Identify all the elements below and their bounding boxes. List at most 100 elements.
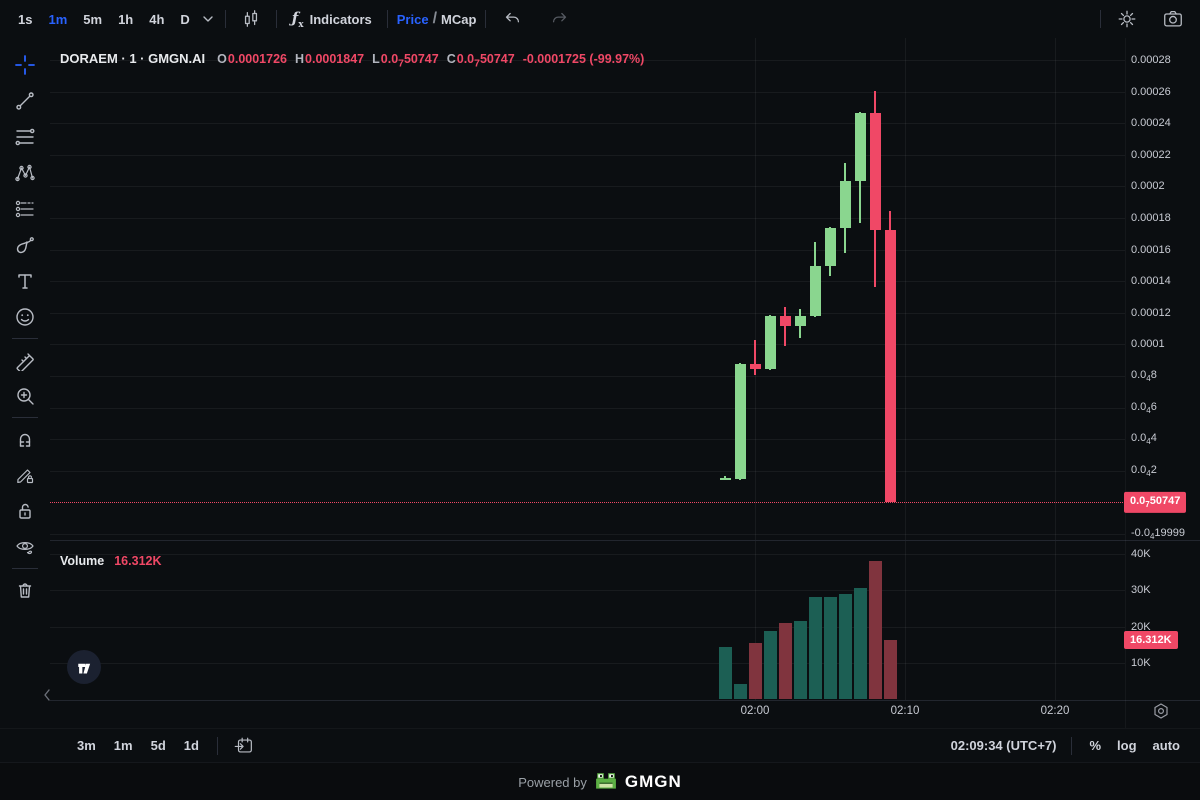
- price-axis-label: 0.00018: [1131, 212, 1171, 224]
- toolbar-divider: [216, 736, 218, 755]
- hide-drawings-tool[interactable]: [7, 529, 43, 565]
- brush-icon: [16, 237, 34, 254]
- fib-retracement-tool[interactable]: [7, 119, 43, 155]
- emoji-icon: [16, 308, 34, 326]
- brush-tool[interactable]: [7, 227, 43, 263]
- volume-axis-label: 30K: [1131, 584, 1151, 597]
- position-tool-icon: [15, 200, 34, 218]
- price-axis-label: 0.0002: [1131, 180, 1165, 193]
- magnet-tool[interactable]: [7, 421, 43, 457]
- chart-style-button[interactable]: [235, 5, 267, 33]
- measure-tool[interactable]: [7, 342, 43, 378]
- pane-separator[interactable]: [50, 540, 1200, 541]
- volume-axis-label: 10K: [1131, 656, 1151, 669]
- hexagon-settings-icon: [1154, 703, 1168, 719]
- timeframe-group: 1s 1m 5m 1h 4h D: [10, 8, 198, 31]
- price-mcap-slash: /: [432, 10, 438, 27]
- chevron-left-icon: [44, 689, 50, 701]
- text-tool[interactable]: [7, 263, 43, 299]
- powered-by-label: Powered by: [518, 774, 587, 790]
- clock-timezone-button[interactable]: 02:09:34 (UTC+7): [945, 734, 1063, 757]
- settings-button[interactable]: [1110, 4, 1144, 34]
- timeframe-1h[interactable]: 1h: [110, 8, 141, 31]
- position-tool[interactable]: [7, 191, 43, 227]
- close-label: C: [446, 52, 456, 66]
- fx-icon: ƒx: [291, 8, 304, 30]
- current-price-badge: 0.0750747: [1124, 492, 1187, 513]
- toolbar-divider: [485, 10, 487, 28]
- toolbar-divider: [12, 417, 38, 418]
- toolbar-divider: [275, 10, 277, 28]
- emoji-tool[interactable]: [7, 299, 43, 335]
- price-axis-label: 0.00016: [1131, 243, 1171, 256]
- drawing-mode-lock-tool[interactable]: [7, 457, 43, 493]
- mcap-toggle-button[interactable]: MCap: [441, 11, 477, 27]
- symbol-legend: DORAEM · 1 · GMGN.AI O 0.0001726 H 0.00018…: [60, 51, 644, 70]
- log-scale-button[interactable]: log: [1109, 734, 1145, 757]
- crosshair-tool[interactable]: [7, 47, 43, 83]
- ruler-icon: [16, 353, 34, 371]
- volume-legend: Volume 16.312K: [60, 554, 162, 568]
- open-label: O: [217, 52, 227, 66]
- percent-scale-button[interactable]: %: [1081, 734, 1109, 757]
- brand-footer: Powered by GMGN: [0, 762, 1200, 800]
- zoom-in-tool[interactable]: [7, 378, 43, 414]
- range-group: 3m 1m 5d 1d: [68, 734, 208, 757]
- volume-label: Volume: [60, 554, 105, 568]
- trend-line-tool[interactable]: [7, 83, 43, 119]
- time-axis-label: 02:20: [1040, 705, 1070, 717]
- toolbar-divider: [12, 338, 38, 339]
- range-5d[interactable]: 5d: [142, 734, 175, 757]
- price-toggle-button[interactable]: Price: [396, 11, 429, 27]
- range-1m[interactable]: 1m: [105, 734, 142, 757]
- price-axis-label: 0.00012: [1131, 306, 1171, 319]
- auto-scale-button[interactable]: auto: [1145, 734, 1188, 757]
- indicators-label: Indicators: [309, 11, 372, 27]
- chart-bottom-toolbar: 3m 1m 5d 1d 02:09:34 (UTC+7) % log auto: [0, 728, 1200, 762]
- price-axis-border: [1125, 38, 1126, 728]
- remove-drawings-tool[interactable]: [7, 572, 43, 608]
- price-axis-label: 0.044: [1131, 432, 1157, 447]
- lock-icon: [19, 503, 31, 519]
- indicators-button[interactable]: ƒx Indicators: [286, 5, 378, 34]
- range-1d[interactable]: 1d: [175, 734, 208, 757]
- price-axis-label: 0.048: [1131, 368, 1157, 384]
- price-axis-label: 0.00024: [1131, 117, 1171, 130]
- screenshot-button[interactable]: [1156, 4, 1190, 34]
- timeframe-1s[interactable]: 1s: [10, 8, 40, 31]
- price-axis-label: 0.046: [1131, 400, 1157, 415]
- redo-button[interactable]: [543, 4, 577, 34]
- axis-settings-button[interactable]: [1150, 701, 1172, 723]
- tv-mark-icon: [78, 663, 91, 674]
- price-mcap-toggle: Price / MCap: [397, 10, 477, 28]
- collapse-toolbar-button[interactable]: [42, 684, 58, 706]
- range-3m[interactable]: 3m: [68, 734, 105, 757]
- calendar-icon: [234, 737, 252, 753]
- gmgn-brand-link[interactable]: GMGN: [624, 772, 682, 791]
- magnet-icon: [19, 433, 31, 447]
- tradingview-logo[interactable]: [67, 650, 101, 684]
- timeframe-1m[interactable]: 1m: [40, 8, 75, 31]
- chevron-down-icon: [203, 16, 213, 22]
- timeframe-dropdown-button[interactable]: [200, 11, 216, 27]
- zoom-in-icon: [17, 388, 34, 405]
- goto-date-button[interactable]: [227, 731, 261, 761]
- low-value: 0.0750747: [380, 52, 439, 70]
- timeframe-4h[interactable]: 4h: [141, 8, 172, 31]
- price-axis-label: 0.00026: [1131, 85, 1171, 98]
- undo-button[interactable]: [495, 4, 529, 34]
- high-value: 0.0001847: [305, 52, 365, 66]
- volume-axis-label: 20K: [1131, 620, 1151, 633]
- xabcd-pattern-tool[interactable]: [7, 155, 43, 191]
- price-axis-label: 0.0001: [1131, 338, 1165, 351]
- timeframe-D[interactable]: D: [172, 8, 197, 31]
- lock-all-tool[interactable]: [7, 493, 43, 529]
- current-volume-badge: 16.312K: [1124, 630, 1178, 649]
- close-value: 0.0750747: [456, 52, 515, 70]
- price-axis-label: 0.00028: [1131, 54, 1171, 66]
- change-value: -0.0001725 (-99.97%): [522, 52, 645, 66]
- timeframe-5m[interactable]: 5m: [75, 8, 110, 31]
- toolbar-divider: [386, 10, 388, 28]
